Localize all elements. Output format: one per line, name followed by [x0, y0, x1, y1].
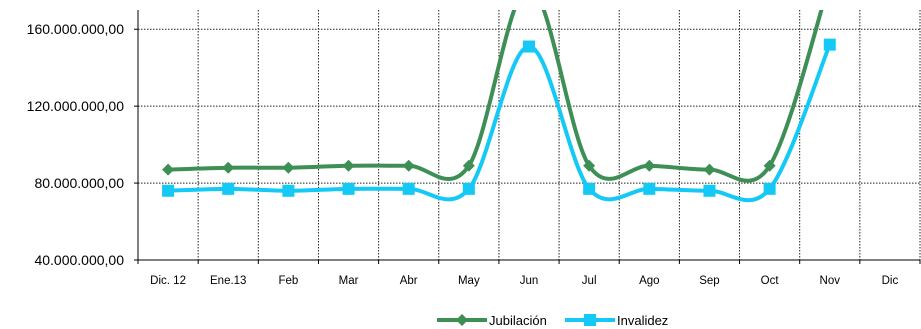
data-point — [523, 40, 535, 53]
data-point — [703, 163, 716, 176]
data-point — [643, 182, 656, 195]
x-tick-label: Oct — [761, 275, 780, 287]
data-point — [222, 182, 235, 195]
legend-item: Invalidez — [565, 313, 668, 328]
grid — [138, 10, 921, 260]
data-point — [282, 184, 295, 197]
data-point — [222, 161, 235, 174]
data-point — [643, 159, 656, 172]
data-point — [763, 159, 776, 172]
x-tick-label: Ago — [639, 275, 659, 287]
data-point — [342, 159, 355, 172]
x-tick-label: Dic — [882, 275, 899, 287]
y-tick-label: 160.000.000,00 — [27, 21, 125, 37]
legend: Jubilación Invalidez — [437, 313, 668, 328]
x-tick-label: May — [458, 275, 480, 287]
data-point — [462, 182, 475, 195]
data-point — [583, 182, 596, 195]
data-point — [342, 182, 355, 195]
legend-item: Jubilación — [437, 313, 547, 328]
legend-label: Invalidez — [617, 313, 668, 328]
y-tick-label: 40.000.000,00 — [34, 252, 124, 268]
data-point — [823, 38, 836, 51]
data-point — [462, 159, 475, 172]
data-point — [282, 161, 295, 174]
x-tick-label: Dic. 12 — [150, 275, 186, 287]
x-tick-label: Feb — [278, 275, 298, 287]
data-point — [703, 184, 716, 197]
data-point — [763, 182, 776, 195]
data-point — [162, 184, 175, 197]
data-point — [402, 182, 415, 195]
x-tick-label: Nov — [820, 275, 841, 287]
series-Invalidez — [162, 38, 836, 203]
series-group — [162, 10, 836, 203]
data-point — [402, 159, 415, 172]
y-tick-label: 120.000.000,00 — [27, 98, 125, 114]
data-point — [583, 159, 596, 172]
y-tick-label: 80.000.000,00 — [34, 175, 124, 191]
series-Jubilación — [162, 10, 824, 183]
tick-labels: 40.000.000,00 80.000.000,00 120.000.000,00… — [27, 21, 899, 287]
legend-label: Jubilación — [489, 313, 547, 328]
x-tick-label: Sep — [699, 275, 719, 287]
x-tick-label: Jun — [520, 275, 539, 287]
legend-marker — [456, 314, 468, 326]
x-tick-label: Ene.13 — [210, 275, 246, 287]
series-line — [168, 10, 824, 183]
x-tick-label: Jul — [582, 275, 597, 287]
legend-marker — [584, 314, 596, 326]
x-tick-label: Abr — [400, 275, 418, 287]
data-point — [162, 163, 175, 176]
axes — [134, 10, 921, 264]
x-tick-label: Mar — [339, 275, 359, 287]
